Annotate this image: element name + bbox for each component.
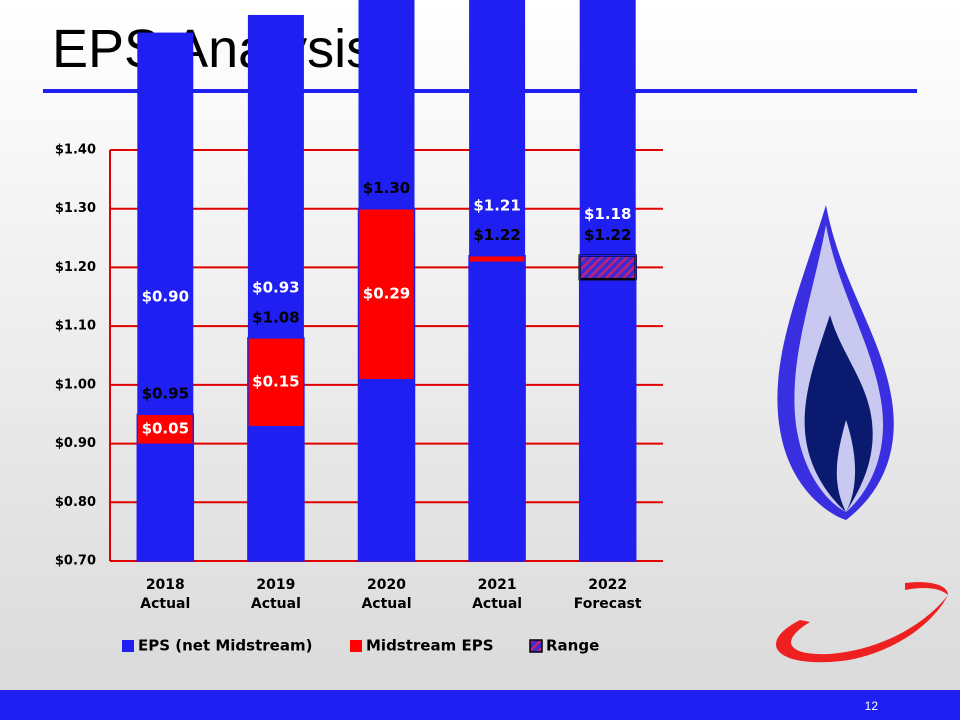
bar-segment <box>469 255 526 262</box>
y-tick-label: $1.30 <box>55 201 96 216</box>
x-tick-label: 2021 Actual <box>472 577 523 612</box>
x-tick-label: 2019 Actual <box>250 577 301 612</box>
value-label: $0.15 <box>252 372 299 390</box>
y-tick-label: $1.10 <box>55 319 96 334</box>
y-tick-label: $0.80 <box>55 495 96 510</box>
slide-title: EPS Analysis <box>52 19 374 79</box>
bar-outline <box>468 254 526 562</box>
value-label: $0.05 <box>142 419 189 437</box>
bar-segment <box>137 414 194 444</box>
value-label: $0.90 <box>142 287 189 305</box>
bar-segment <box>247 14 304 561</box>
x-tick-label: 2022 Forecast <box>573 577 642 612</box>
legend-label: Range <box>546 637 599 655</box>
footer-bar <box>0 690 960 720</box>
y-tick-label: $0.90 <box>55 436 96 451</box>
bar-outline <box>136 413 195 562</box>
total-label: $1.22 <box>473 226 520 244</box>
y-tick-label: $1.00 <box>55 377 96 392</box>
legend-swatch <box>529 639 543 653</box>
total-label: $1.30 <box>363 179 410 197</box>
value-label: $0.29 <box>363 284 410 302</box>
legend-swatch <box>350 640 362 652</box>
legend-swatch <box>122 640 134 652</box>
total-label: $1.22 <box>584 226 631 244</box>
bar-segment <box>358 208 415 379</box>
value-label: $1.18 <box>584 205 631 223</box>
swoosh-logo <box>776 582 948 663</box>
page-number: 12 <box>864 699 878 713</box>
bar-segment <box>247 337 304 426</box>
y-tick-label: $0.70 <box>55 554 96 569</box>
bar-segment <box>578 254 637 281</box>
flame-logo <box>777 205 894 520</box>
value-label: $1.21 <box>473 196 520 214</box>
y-tick-label: $1.20 <box>55 260 96 275</box>
value-label: $0.93 <box>252 278 299 296</box>
legend-label: EPS (net Midstream) <box>138 637 312 655</box>
bar-segment <box>137 32 194 562</box>
bar-outline <box>247 337 305 562</box>
bar-outline <box>357 207 416 562</box>
x-tick-label: 2020 Actual <box>361 577 412 612</box>
x-tick-label: 2018 Actual <box>140 577 191 612</box>
bar-outline <box>578 254 637 562</box>
total-label: $0.95 <box>142 385 189 403</box>
bar-segment <box>469 0 526 562</box>
bar-segment <box>579 0 636 561</box>
y-tick-label: $1.40 <box>55 143 96 158</box>
total-label: $1.08 <box>252 308 299 326</box>
legend-label: Midstream EPS <box>366 637 494 655</box>
